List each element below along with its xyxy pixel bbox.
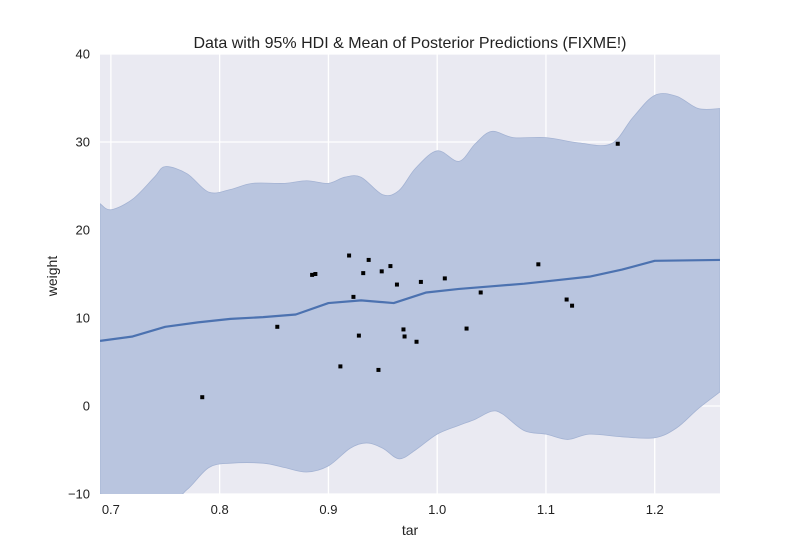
x-tick-labels: 0.7 0.8 0.9 1.0 1.1 1.2: [102, 502, 664, 517]
y-tick-label: −10: [68, 487, 90, 502]
y-axis-label: weight: [44, 256, 60, 298]
x-tick-label: 0.9: [319, 502, 337, 517]
hdi-band: [100, 93, 720, 494]
data-point: [536, 262, 541, 267]
data-point: [615, 141, 620, 146]
data-point: [418, 279, 423, 284]
x-axis-label: tar: [402, 522, 419, 538]
data-point: [351, 294, 356, 299]
y-tick-labels: −10 0 10 20 30 40: [68, 47, 90, 502]
data-point: [394, 282, 399, 287]
data-point: [376, 367, 381, 372]
y-tick-label: 30: [76, 135, 90, 150]
y-tick-label: 10: [76, 311, 90, 326]
data-point: [200, 395, 205, 400]
y-tick-label: 0: [83, 399, 90, 414]
data-point: [570, 303, 575, 308]
posterior-mean-line: [100, 258, 720, 342]
data-point: [313, 272, 318, 276]
data-point: [478, 290, 483, 295]
data-point: [402, 334, 407, 339]
x-tick-label: 1.2: [646, 502, 664, 517]
data-point: [464, 326, 469, 331]
data-point: [310, 272, 315, 277]
y-tick-label: 40: [76, 47, 90, 62]
y-tick-label: 20: [76, 223, 90, 238]
x-tick-label: 0.7: [102, 502, 120, 517]
data-point: [275, 324, 280, 329]
data-point: [442, 276, 447, 281]
data-points: [200, 141, 620, 400]
data-point: [366, 257, 371, 262]
hdi-band-layer: [100, 93, 720, 494]
x-tick-label: 1.0: [428, 502, 446, 517]
data-point: [356, 333, 361, 338]
data-point: [338, 364, 343, 369]
data-point: [347, 253, 352, 258]
x-tick-label: 1.1: [537, 502, 555, 517]
data-point: [361, 271, 366, 276]
chart-title: Data with 95% HDI & Mean of Posterior Pr…: [193, 35, 626, 52]
data-point: [379, 269, 384, 274]
data-point: [388, 264, 393, 269]
data-point: [564, 297, 569, 302]
data-point: [401, 327, 406, 332]
mean-line-layer: [100, 258, 720, 342]
x-tick-label: 0.8: [211, 502, 229, 517]
data-point: [414, 339, 419, 344]
